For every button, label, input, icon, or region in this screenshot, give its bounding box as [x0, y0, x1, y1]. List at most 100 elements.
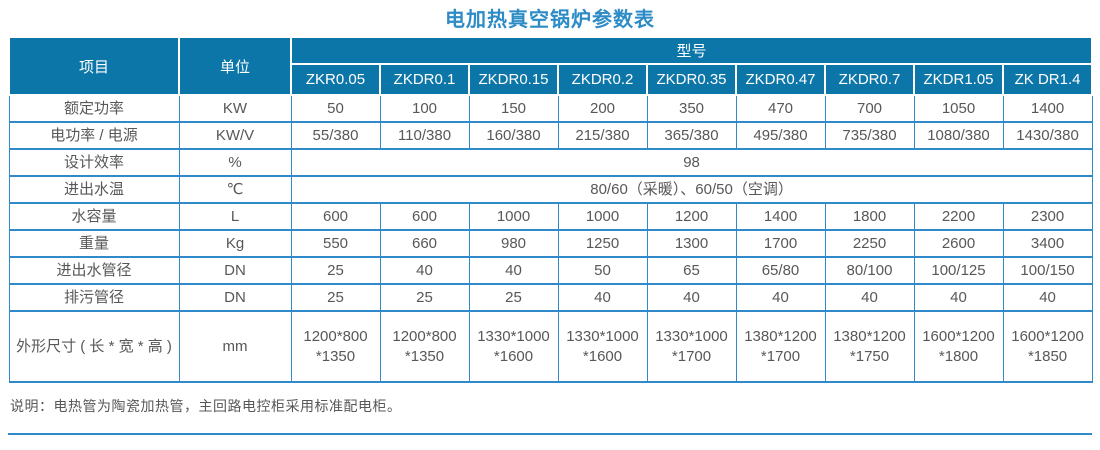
row-value-cell: 50	[557, 256, 648, 285]
model-header-cell: ZKDR0.15	[468, 63, 559, 96]
row-value-cell: 1200*800 *1350	[290, 310, 381, 383]
row-value-cell: 2600	[913, 229, 1004, 258]
row-value-cell: 40	[646, 283, 737, 312]
row-item-label: 重量	[8, 229, 180, 258]
model-header-cell: ZKDR1.05	[913, 63, 1004, 96]
header-model-label: 型号	[289, 36, 1094, 65]
table-row: 额定功率 KW 50 100 150 200 350 470 700 1050 1400	[8, 94, 1093, 123]
row-value-cell: 40	[468, 256, 559, 285]
table-row: 进出水管径 DN 25 40 40 50 65 65/80 80/100 100/125 100/1…	[8, 256, 1093, 285]
row-value-cell: 600	[379, 202, 470, 231]
row-item-label: 进出水温	[8, 175, 180, 204]
header-row-top: 项目 单位 型号	[8, 36, 1094, 96]
row-value-cell: 100/125	[913, 256, 1004, 285]
row-value-cell: 40	[557, 283, 648, 312]
row-value-cell: 1430/380	[1002, 121, 1093, 150]
row-unit-label: mm	[178, 310, 292, 383]
row-value-cell: 40	[379, 256, 470, 285]
page-title: 电加热真空锅炉参数表	[445, 9, 655, 31]
row-unit-label: %	[178, 148, 292, 177]
row-value-cell: 350	[646, 94, 737, 123]
row-value-cell: 3400	[1002, 229, 1093, 258]
row-value-cell: 470	[735, 94, 826, 123]
table-row: 排污管径 DN 25 25 25 40 40 40 40 40 40	[8, 283, 1093, 312]
row-value-cell: 1800	[824, 202, 915, 231]
table-row: 水容量 L 600 600 1000 1000 1200 1400 1800 2200 2300	[8, 202, 1093, 231]
row-item-label: 额定功率	[8, 94, 180, 123]
row-value-cell: 1330*1000 *1600	[557, 310, 648, 383]
row-value-cell: 215/380	[557, 121, 648, 150]
row-value-cell: 1200	[646, 202, 737, 231]
row-value-cell: 2300	[1002, 202, 1093, 231]
row-value-cell: 160/380	[468, 121, 559, 150]
row-value-cell: 2250	[824, 229, 915, 258]
row-value-cell: 1600*1200 *1800	[913, 310, 1004, 383]
row-value-cell: 1700	[735, 229, 826, 258]
row-value-cell: 365/380	[646, 121, 737, 150]
row-value-cell: 40	[735, 283, 826, 312]
row-value-cell: 50	[290, 94, 381, 123]
row-value-cell: 700	[824, 94, 915, 123]
table-row: 电功率 / 电源 KW/V 55/380 110/380 160/380 215/380 3…	[8, 121, 1093, 150]
row-unit-label: KW/V	[178, 121, 292, 150]
row-value-cell: 1250	[557, 229, 648, 258]
row-unit-label: DN	[178, 256, 292, 285]
row-span-value: 80/60（采暖）、60/50（空调）	[290, 175, 1093, 204]
row-value-cell: 1000	[557, 202, 648, 231]
row-value-cell: 100	[379, 94, 470, 123]
model-header-cell: ZK DR1.4	[1001, 63, 1094, 96]
row-value-cell: 40	[1002, 283, 1093, 312]
row-value-cell: 65	[646, 256, 737, 285]
table-header: 项目 单位 型号 ZKR0.05 ZKDR0.1 ZKDR0.15 ZKDR0.2 ZK…	[8, 36, 1094, 96]
row-span-value: 98	[290, 148, 1093, 177]
row-value-cell: 40	[913, 283, 1004, 312]
model-header-cell: ZKDR0.1	[379, 63, 470, 96]
row-value-cell: 600	[290, 202, 381, 231]
row-value-cell: 550	[290, 229, 381, 258]
row-value-cell: 1330*1000 *1700	[646, 310, 737, 383]
row-value-cell: 25	[468, 283, 559, 312]
row-item-label: 设计效率	[8, 148, 180, 177]
note-text: 说明：电热管为陶瓷加热管，主回路电控柜采用标准配电柜。	[10, 398, 402, 414]
bottom-divider	[8, 433, 1092, 435]
table-body: 额定功率 KW 50 100 150 200 350 470 700 1050 1400 电功率 / …	[8, 94, 1093, 383]
row-value-cell: 65/80	[735, 256, 826, 285]
row-value-cell: 25	[379, 283, 470, 312]
row-value-cell: 55/380	[290, 121, 381, 150]
header-unit-label: 单位	[178, 36, 292, 96]
row-value-cell: 1380*1200 *1700	[735, 310, 826, 383]
row-item-label: 排污管径	[8, 283, 180, 312]
header-item-label: 项目	[8, 36, 180, 96]
row-item-label: 进出水管径	[8, 256, 180, 285]
row-value-cell: 100/150	[1002, 256, 1093, 285]
table-row: 重量 Kg 550 660 980 1250 1300 1700 2250 2600 3400	[8, 229, 1093, 258]
header-row-models: ZKR0.05 ZKDR0.1 ZKDR0.15 ZKDR0.2 ZKDR0.35 ZKD…	[9, 63, 1094, 96]
row-value-cell: 1330*1000 *1600	[468, 310, 559, 383]
model-header-cell: ZKR0.05	[290, 63, 381, 96]
row-value-cell: 1400	[1002, 94, 1093, 123]
row-value-cell: 80/100	[824, 256, 915, 285]
row-value-cell: 1080/380	[913, 121, 1004, 150]
row-value-cell: 660	[379, 229, 470, 258]
row-item-label: 外形尺寸 ( 长 * 宽 * 高 )	[8, 310, 180, 383]
row-unit-label: ℃	[178, 175, 292, 204]
row-unit-label: DN	[178, 283, 292, 312]
row-value-cell: 1300	[646, 229, 737, 258]
model-header-cell: ZKDR0.35	[646, 63, 737, 96]
row-value-cell: 110/380	[379, 121, 470, 150]
row-value-cell: 25	[290, 256, 381, 285]
model-header-cell: ZKDR0.47	[735, 63, 826, 96]
row-item-label: 电功率 / 电源	[8, 121, 180, 150]
row-value-cell: 1600*1200 *1850	[1002, 310, 1093, 383]
row-value-cell: 1380*1200 *1750	[824, 310, 915, 383]
row-unit-label: L	[178, 202, 292, 231]
row-value-cell: 495/380	[735, 121, 826, 150]
row-value-cell: 1000	[468, 202, 559, 231]
row-value-cell: 150	[468, 94, 559, 123]
boiler-params-table: 项目 单位 型号 ZKR0.05 ZKDR0.1 ZKDR0.15 ZKDR0.2 ZK…	[8, 36, 1094, 383]
row-value-cell: 40	[824, 283, 915, 312]
row-value-cell: 980	[468, 229, 559, 258]
row-value-cell: 200	[557, 94, 648, 123]
row-unit-label: Kg	[178, 229, 292, 258]
